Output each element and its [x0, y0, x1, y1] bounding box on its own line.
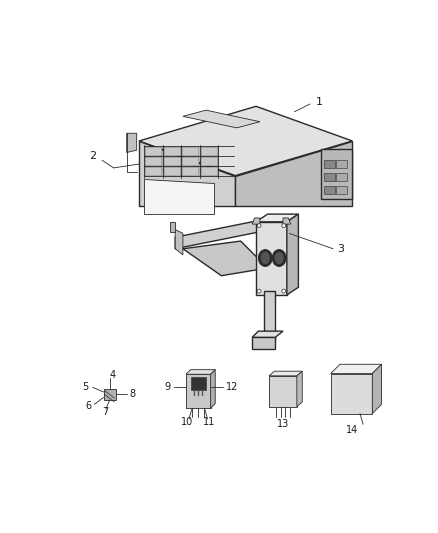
Text: 6: 6	[85, 401, 91, 411]
Ellipse shape	[275, 252, 284, 264]
Polygon shape	[235, 141, 352, 206]
Polygon shape	[264, 291, 276, 341]
Polygon shape	[269, 376, 297, 407]
Polygon shape	[103, 389, 116, 400]
Text: 13: 13	[277, 418, 289, 429]
Ellipse shape	[258, 249, 272, 266]
Text: 11: 11	[203, 417, 215, 427]
FancyBboxPatch shape	[164, 157, 180, 166]
FancyBboxPatch shape	[164, 147, 180, 156]
FancyBboxPatch shape	[336, 160, 347, 168]
Polygon shape	[139, 141, 235, 206]
FancyBboxPatch shape	[182, 157, 199, 166]
FancyBboxPatch shape	[182, 167, 199, 175]
FancyBboxPatch shape	[336, 173, 347, 181]
Polygon shape	[256, 214, 298, 222]
Polygon shape	[186, 370, 215, 374]
FancyBboxPatch shape	[201, 147, 218, 156]
Polygon shape	[191, 377, 206, 390]
Polygon shape	[372, 364, 381, 414]
Ellipse shape	[272, 249, 286, 266]
Circle shape	[282, 224, 286, 228]
Polygon shape	[252, 331, 283, 337]
Text: 12: 12	[226, 382, 238, 392]
FancyBboxPatch shape	[145, 167, 162, 175]
Text: 8: 8	[130, 389, 136, 399]
Text: 4: 4	[110, 370, 116, 380]
FancyBboxPatch shape	[324, 173, 335, 181]
Polygon shape	[269, 371, 302, 376]
Polygon shape	[186, 374, 211, 408]
Text: 1: 1	[316, 98, 323, 108]
Polygon shape	[211, 370, 215, 408]
Polygon shape	[145, 180, 214, 214]
Polygon shape	[283, 218, 291, 224]
FancyBboxPatch shape	[145, 157, 162, 166]
Circle shape	[282, 289, 286, 293]
Text: 7: 7	[102, 407, 108, 417]
FancyBboxPatch shape	[164, 167, 180, 175]
Circle shape	[257, 289, 261, 293]
Text: 10: 10	[181, 417, 194, 427]
Polygon shape	[287, 214, 298, 295]
Text: 14: 14	[346, 425, 358, 435]
Polygon shape	[170, 222, 175, 232]
Polygon shape	[175, 218, 272, 249]
Text: 2: 2	[89, 151, 96, 161]
FancyBboxPatch shape	[182, 147, 199, 156]
Polygon shape	[321, 149, 352, 199]
Polygon shape	[139, 106, 352, 175]
Ellipse shape	[261, 252, 270, 264]
Polygon shape	[127, 133, 137, 152]
FancyBboxPatch shape	[324, 160, 335, 168]
FancyBboxPatch shape	[145, 147, 162, 156]
FancyBboxPatch shape	[324, 187, 335, 194]
Polygon shape	[252, 337, 276, 349]
Polygon shape	[175, 230, 183, 255]
Polygon shape	[252, 218, 260, 224]
Text: 5: 5	[82, 382, 88, 392]
FancyBboxPatch shape	[336, 187, 347, 194]
Polygon shape	[256, 222, 287, 295]
Polygon shape	[183, 241, 268, 276]
Polygon shape	[297, 371, 302, 407]
Polygon shape	[183, 110, 260, 128]
Text: 3: 3	[338, 244, 345, 254]
Polygon shape	[331, 364, 381, 374]
Text: 9: 9	[164, 382, 170, 392]
FancyBboxPatch shape	[201, 157, 218, 166]
Circle shape	[257, 224, 261, 228]
Polygon shape	[331, 374, 372, 414]
FancyBboxPatch shape	[201, 167, 218, 175]
